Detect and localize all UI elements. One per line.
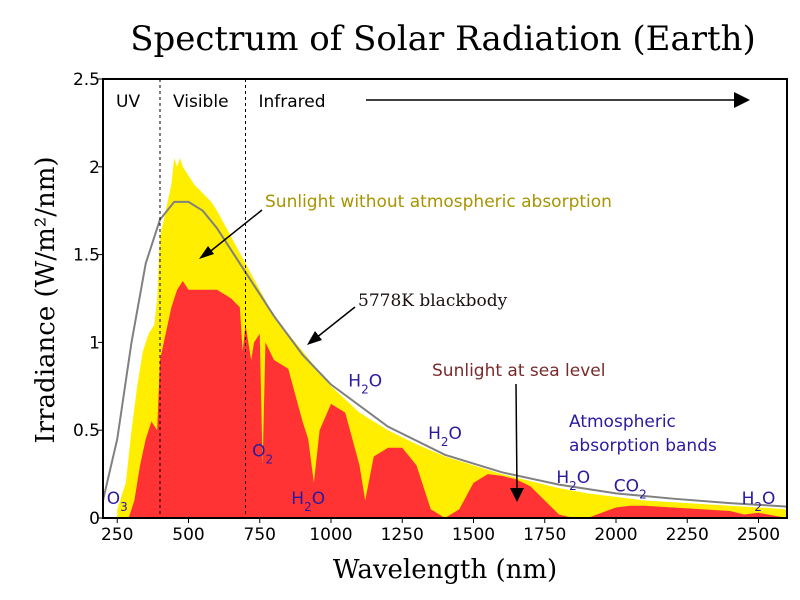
annotation-sea-level: Sunlight at sea level — [432, 361, 605, 381]
molecule-label: CO2 — [614, 477, 647, 502]
chart-title: Spectrum of Solar Radiation (Earth) — [130, 19, 756, 59]
arrow-head-sea-level — [510, 488, 524, 502]
annotation-arrows — [199, 92, 750, 502]
arrow-head-blackbody — [307, 331, 322, 345]
y-tick-label: 2 — [89, 158, 100, 178]
y-tick-label: 1 — [89, 333, 100, 353]
arrow-blackbody — [315, 306, 356, 339]
y-tick-label: 1.5 — [73, 246, 100, 266]
y-tick-label: 0.5 — [73, 421, 100, 441]
arrow-head-sunlight-without — [199, 246, 214, 259]
x-tick-label: 1500 — [452, 525, 495, 545]
arrow-sea-level — [515, 383, 518, 491]
x-tick-label: 750 — [244, 525, 276, 545]
molecule-label: H2O — [428, 424, 462, 449]
annotation-blackbody: 5778K blackbody — [358, 291, 508, 311]
x-tick-label: 1750 — [523, 525, 566, 545]
y-tick-label: 2.5 — [73, 70, 100, 90]
annotation-absorption-bands-line1: Atmospheric — [569, 412, 676, 432]
x-tick-label: 2250 — [666, 525, 709, 545]
plot-frame — [102, 78, 788, 519]
region-label-uv: UV — [116, 92, 140, 112]
x-tick-label: 1250 — [381, 525, 424, 545]
x-tick-label: 2500 — [737, 525, 780, 545]
area-sunlight-sea-level — [128, 280, 787, 518]
x-tick-label: 500 — [172, 525, 204, 545]
y-axis-label: Irradiance (W/m²/nm) — [31, 156, 61, 443]
molecule-label: H2O — [348, 371, 382, 396]
molecule-label: H2O — [556, 468, 590, 493]
line-blackbody — [102, 200, 788, 508]
arrow-head-infrared — [734, 92, 750, 108]
x-axis-label: Wavelength (nm) — [333, 555, 557, 585]
molecule-label: O2 — [252, 442, 273, 467]
x-tick-label: 1000 — [309, 525, 352, 545]
plot-area: UV Visible Infrared 250 500 750 1000 1250 1500 17… — [73, 70, 788, 545]
molecule-label: H2O — [742, 489, 776, 514]
arrow-sunlight-without — [206, 209, 263, 255]
y-tick-label: 0 — [89, 509, 100, 529]
molecule-label: H2O — [291, 489, 325, 514]
region-label-visible: Visible — [173, 92, 229, 112]
annotation-sunlight-without: Sunlight without atmospheric absorption — [265, 192, 612, 212]
molecule-label: O3 — [107, 489, 128, 514]
region-label-infrared: Infrared — [259, 92, 326, 112]
x-tick-label: 2000 — [594, 525, 637, 545]
annotation-absorption-bands-line2: absorption bands — [569, 436, 717, 456]
x-tick-label: 250 — [101, 525, 133, 545]
